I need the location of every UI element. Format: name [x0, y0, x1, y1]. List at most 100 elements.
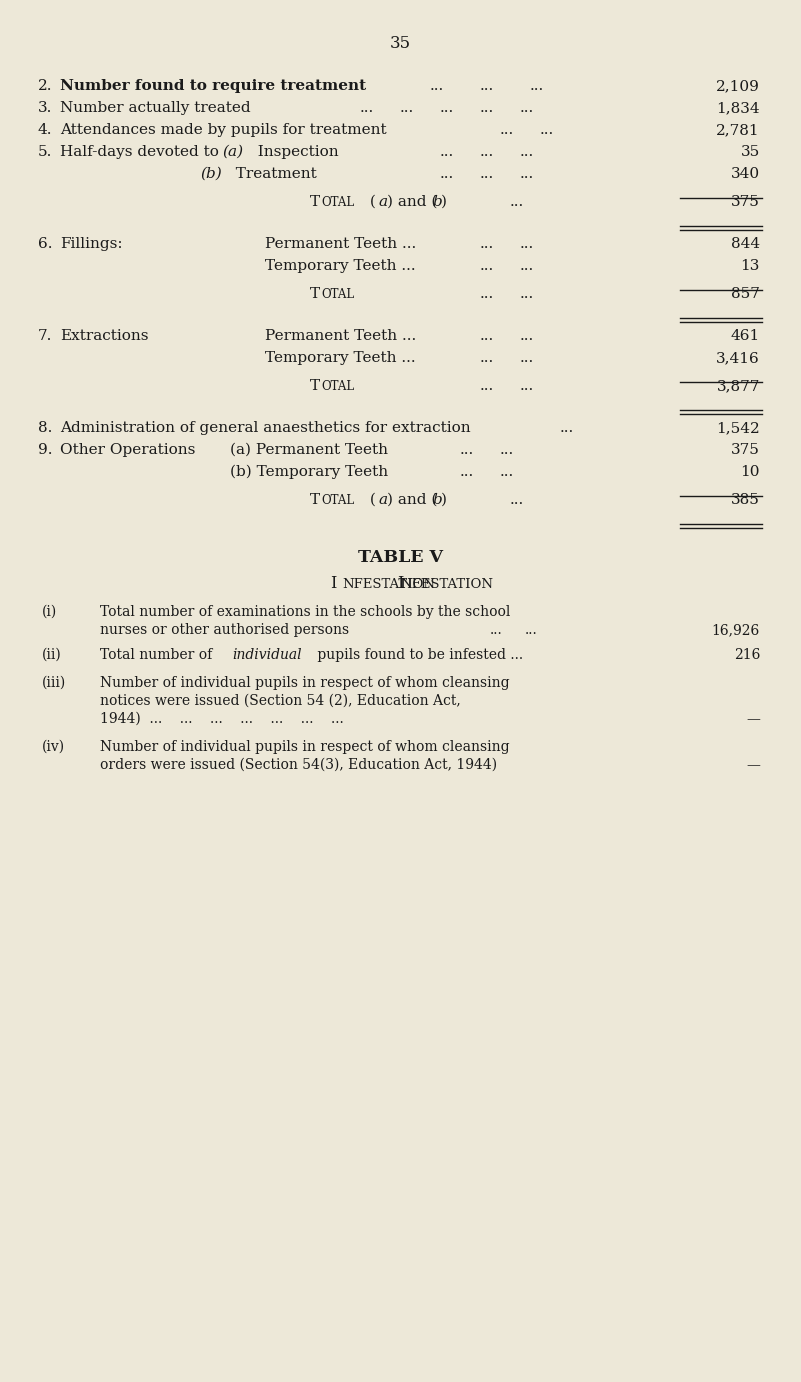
Text: ...: ...	[400, 101, 414, 115]
Text: ...: ...	[480, 79, 494, 93]
Text: OTAL: OTAL	[321, 196, 354, 209]
Text: ...: ...	[480, 236, 494, 252]
Text: —: —	[746, 757, 760, 773]
Text: 375: 375	[731, 444, 760, 457]
Text: ...: ...	[525, 623, 537, 637]
Text: Treatment: Treatment	[226, 167, 316, 181]
Text: OTAL: OTAL	[321, 493, 354, 507]
Text: 1944)  ...    ...    ...    ...    ...    ...    ...: 1944) ... ... ... ... ... ... ...	[100, 712, 344, 726]
Text: ...: ...	[510, 195, 524, 209]
Text: (iii): (iii)	[42, 676, 66, 690]
Text: 35: 35	[389, 35, 411, 53]
Text: 10: 10	[740, 464, 760, 480]
Text: ...: ...	[480, 258, 494, 274]
Text: ...: ...	[510, 493, 524, 507]
Text: Half-days devoted to: Half-days devoted to	[60, 145, 223, 159]
Text: ...: ...	[480, 101, 494, 115]
Text: 2,109: 2,109	[716, 79, 760, 93]
Text: Inspection: Inspection	[248, 145, 339, 159]
Text: Total number of: Total number of	[100, 648, 216, 662]
Text: TABLE V: TABLE V	[357, 549, 442, 567]
Text: (: (	[365, 493, 376, 507]
Text: ...: ...	[440, 145, 454, 159]
Text: (: (	[365, 195, 376, 209]
Text: 16,926: 16,926	[712, 623, 760, 637]
Text: 1,834: 1,834	[716, 101, 760, 115]
Text: ) and (: ) and (	[387, 493, 437, 507]
Text: ...: ...	[520, 351, 534, 365]
Text: 2,781: 2,781	[716, 123, 760, 137]
Text: (b) Temporary Teeth: (b) Temporary Teeth	[230, 464, 388, 480]
Text: ) and (: ) and (	[387, 195, 437, 209]
Text: (ii): (ii)	[42, 648, 62, 662]
Text: ...: ...	[520, 329, 534, 343]
Text: ...: ...	[480, 145, 494, 159]
Text: ...: ...	[460, 464, 474, 480]
Text: Total number of examinations in the schools by the school: Total number of examinations in the scho…	[100, 605, 510, 619]
Text: Fillings:: Fillings:	[60, 236, 123, 252]
Text: ...: ...	[540, 123, 554, 137]
Text: ...: ...	[490, 623, 503, 637]
Text: 4.: 4.	[38, 123, 53, 137]
Text: ...: ...	[500, 444, 514, 457]
Text: (i): (i)	[42, 605, 57, 619]
Text: ): )	[441, 493, 447, 507]
Text: 5.: 5.	[38, 145, 52, 159]
Text: ...: ...	[480, 379, 494, 392]
Text: 1,542: 1,542	[716, 422, 760, 435]
Text: Attendances made by pupils for treatment: Attendances made by pupils for treatment	[60, 123, 387, 137]
Text: 7.: 7.	[38, 329, 52, 343]
Text: 3,877: 3,877	[717, 379, 760, 392]
Text: ...: ...	[480, 167, 494, 181]
Text: 461: 461	[731, 329, 760, 343]
Text: Temporary Teeth ...: Temporary Teeth ...	[265, 351, 416, 365]
Text: Extractions: Extractions	[60, 329, 148, 343]
Text: ...: ...	[480, 329, 494, 343]
Text: ...: ...	[440, 167, 454, 181]
Text: ...: ...	[520, 167, 534, 181]
Text: a: a	[378, 195, 387, 209]
Text: ...: ...	[500, 123, 514, 137]
Text: OTAL: OTAL	[321, 287, 354, 301]
Text: 3,416: 3,416	[716, 351, 760, 365]
Text: Other Operations: Other Operations	[60, 444, 195, 457]
Text: ...: ...	[500, 464, 514, 480]
Text: (a) Permanent Teeth: (a) Permanent Teeth	[230, 444, 388, 457]
Text: b: b	[432, 195, 441, 209]
Text: ...: ...	[360, 101, 374, 115]
Text: pupils found to be infested ...: pupils found to be infested ...	[313, 648, 523, 662]
Text: 9.: 9.	[38, 444, 53, 457]
Text: a: a	[378, 493, 387, 507]
Text: ...: ...	[480, 351, 494, 365]
Text: nurses or other authorised persons: nurses or other authorised persons	[100, 623, 349, 637]
Text: 385: 385	[731, 493, 760, 507]
Text: Administration of general anaesthetics for extraction: Administration of general anaesthetics f…	[60, 422, 471, 435]
Text: 340: 340	[731, 167, 760, 181]
Text: 8.: 8.	[38, 422, 52, 435]
Text: Number found to require treatment: Number found to require treatment	[60, 79, 366, 93]
Text: ...: ...	[520, 258, 534, 274]
Text: T: T	[310, 493, 320, 507]
Text: Number actually treated: Number actually treated	[60, 101, 251, 115]
Text: I: I	[396, 575, 403, 591]
Text: 13: 13	[741, 258, 760, 274]
Text: ): )	[441, 195, 447, 209]
Text: T: T	[310, 195, 320, 209]
Text: ...: ...	[480, 287, 494, 301]
Text: 857: 857	[731, 287, 760, 301]
Text: T: T	[310, 379, 320, 392]
Text: ...: ...	[530, 79, 544, 93]
Text: ...: ...	[560, 422, 574, 435]
Text: Number of individual pupils in respect of whom cleansing: Number of individual pupils in respect o…	[100, 739, 509, 755]
Text: Temporary Teeth ...: Temporary Teeth ...	[265, 258, 416, 274]
Text: ...: ...	[520, 236, 534, 252]
Text: 2.: 2.	[38, 79, 53, 93]
Text: Number of individual pupils in respect of whom cleansing: Number of individual pupils in respect o…	[100, 676, 509, 690]
Text: ...: ...	[440, 101, 454, 115]
Text: ...: ...	[520, 145, 534, 159]
Text: NFESTATION: NFESTATION	[342, 578, 435, 591]
Text: 6.: 6.	[38, 236, 53, 252]
Text: 3.: 3.	[38, 101, 52, 115]
Text: ...: ...	[430, 79, 445, 93]
Text: OTAL: OTAL	[321, 380, 354, 392]
